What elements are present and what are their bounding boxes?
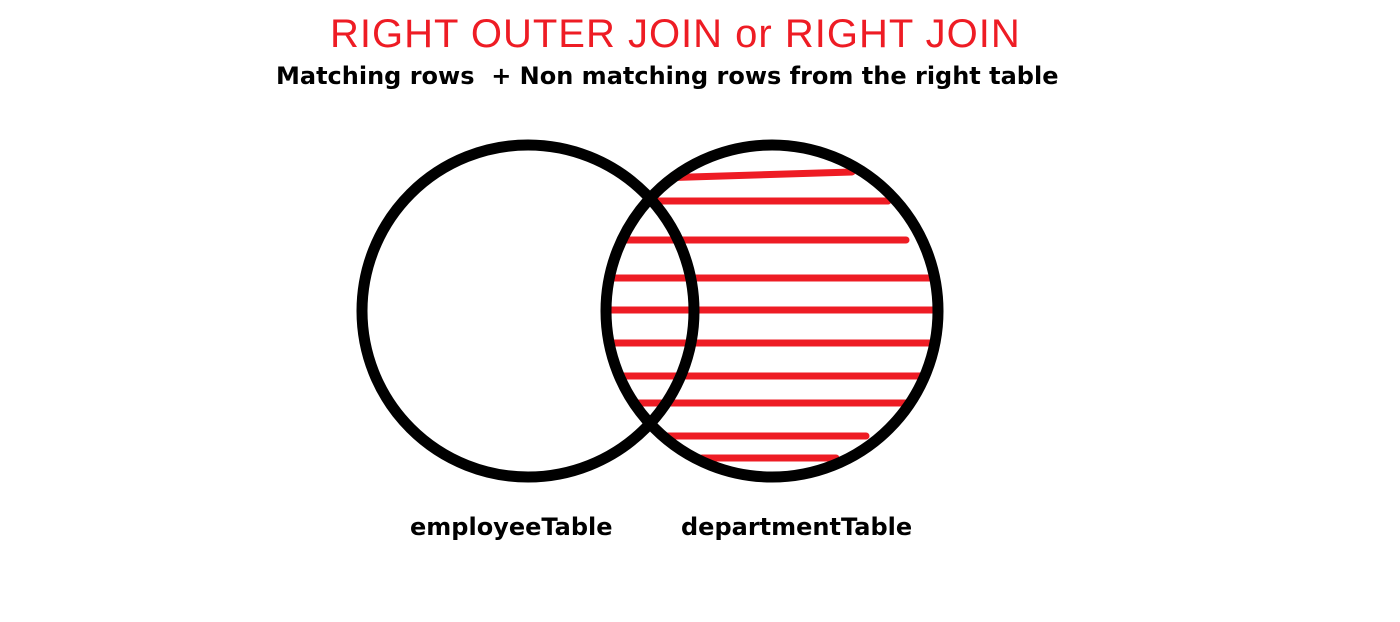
left-set-label: employeeTable [410, 513, 613, 541]
page-title: RIGHT OUTER JOIN or RIGHT JOIN [330, 12, 1021, 56]
left-set-circle [356, 139, 700, 483]
hatch-line [654, 168, 856, 182]
subtitle: Matching rows + Non matching rows from t… [276, 62, 1059, 90]
hatch-lines [606, 168, 938, 462]
right-set-circle [600, 139, 944, 483]
right-set-label: departmentTable [681, 513, 913, 541]
